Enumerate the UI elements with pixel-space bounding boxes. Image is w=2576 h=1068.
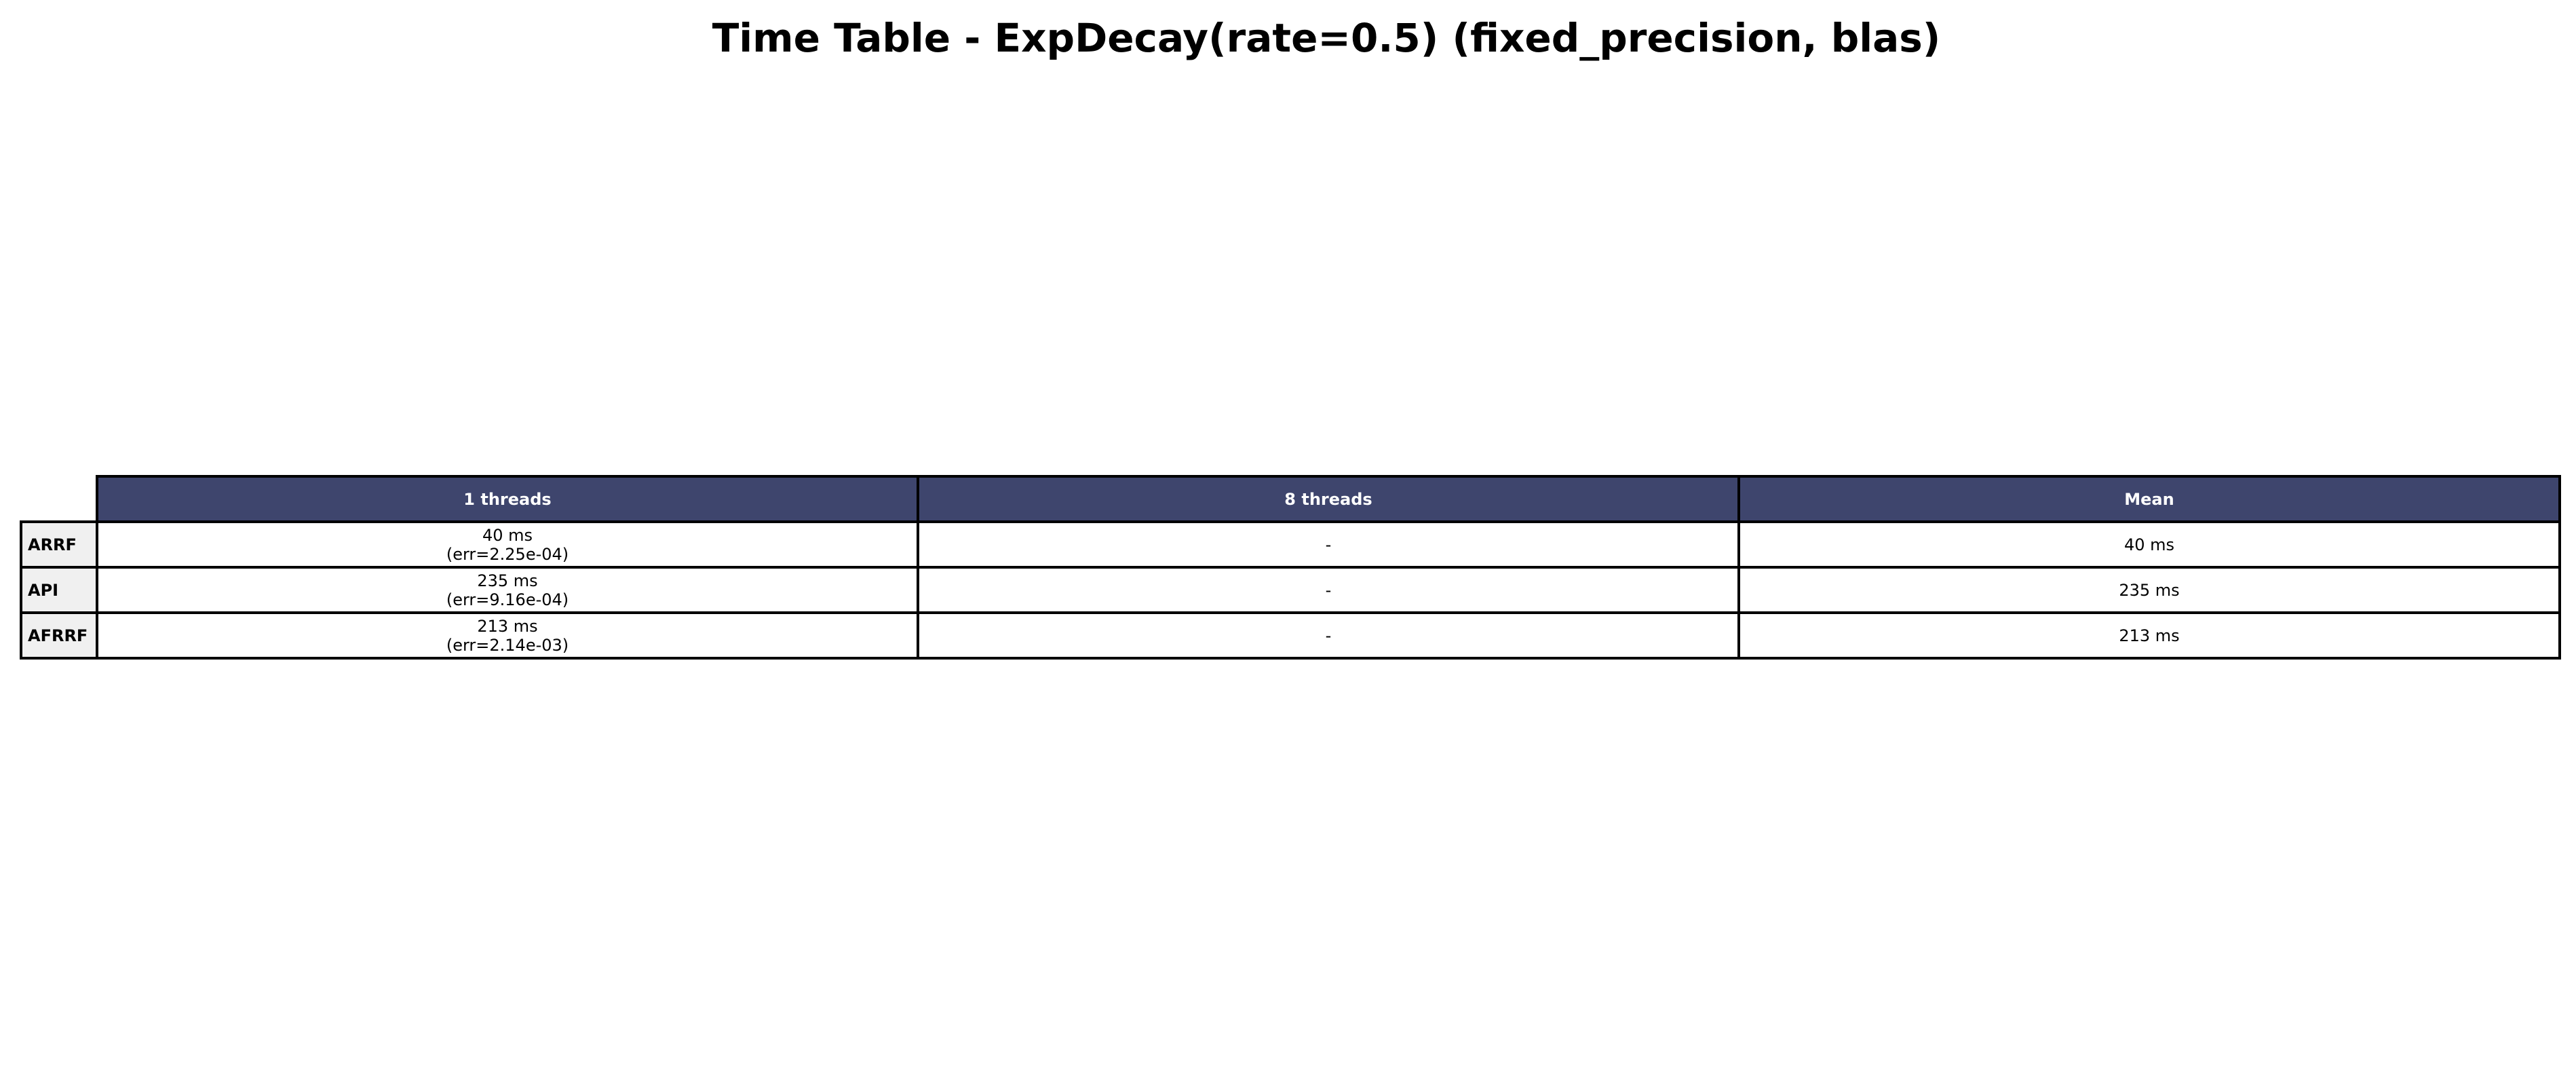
table-row: ARRF 40 ms (err=2.25e-04) - 40 ms	[20, 520, 2561, 569]
cell-value: 40 ms	[482, 525, 533, 545]
table-cell: -	[917, 520, 1740, 569]
chart-title: Time Table - ExpDecay(rate=0.5) (fixed_p…	[712, 15, 1941, 61]
table-cell: -	[917, 566, 1740, 614]
time-table: 1 threads 8 threads Mean ARRF 40 ms (err…	[20, 475, 2561, 660]
cell-value: 235 ms	[477, 571, 538, 590]
table-cell: 40 ms (err=2.25e-04)	[96, 520, 919, 569]
cell-value: -	[1325, 626, 1332, 645]
row-header-afrrf: AFRRF	[20, 611, 98, 660]
cell-value: 213 ms	[477, 616, 538, 636]
cell-error: (err=2.25e-04)	[446, 544, 569, 564]
cell-value: 40 ms	[2123, 535, 2175, 554]
corner-cell	[21, 476, 98, 523]
cell-value: 213 ms	[2119, 626, 2180, 645]
cell-value: -	[1325, 580, 1332, 600]
row-header-arrf: ARRF	[20, 520, 98, 569]
table-cell: 40 ms	[1737, 520, 2561, 569]
cell-value: 235 ms	[2119, 580, 2180, 600]
cell-value: -	[1325, 535, 1332, 554]
column-header-1-threads: 1 threads	[96, 475, 919, 523]
table-cell: 235 ms (err=9.16e-04)	[96, 566, 919, 614]
column-header-mean: Mean	[1737, 475, 2561, 523]
header-row: 1 threads 8 threads Mean	[21, 475, 2561, 523]
table-row: AFRRF 213 ms (err=2.14e-03) - 213 ms	[20, 611, 2561, 660]
column-header-8-threads: 8 threads	[917, 475, 1740, 523]
table-cell: -	[917, 611, 1740, 660]
cell-error: (err=2.14e-03)	[446, 635, 569, 655]
cell-error: (err=9.16e-04)	[446, 590, 569, 609]
table-cell: 213 ms	[1737, 611, 2561, 660]
table-cell: 213 ms (err=2.14e-03)	[96, 611, 919, 660]
table-row: API 235 ms (err=9.16e-04) - 235 ms	[20, 566, 2561, 614]
row-header-api: API	[20, 566, 98, 614]
table-cell: 235 ms	[1737, 566, 2561, 614]
